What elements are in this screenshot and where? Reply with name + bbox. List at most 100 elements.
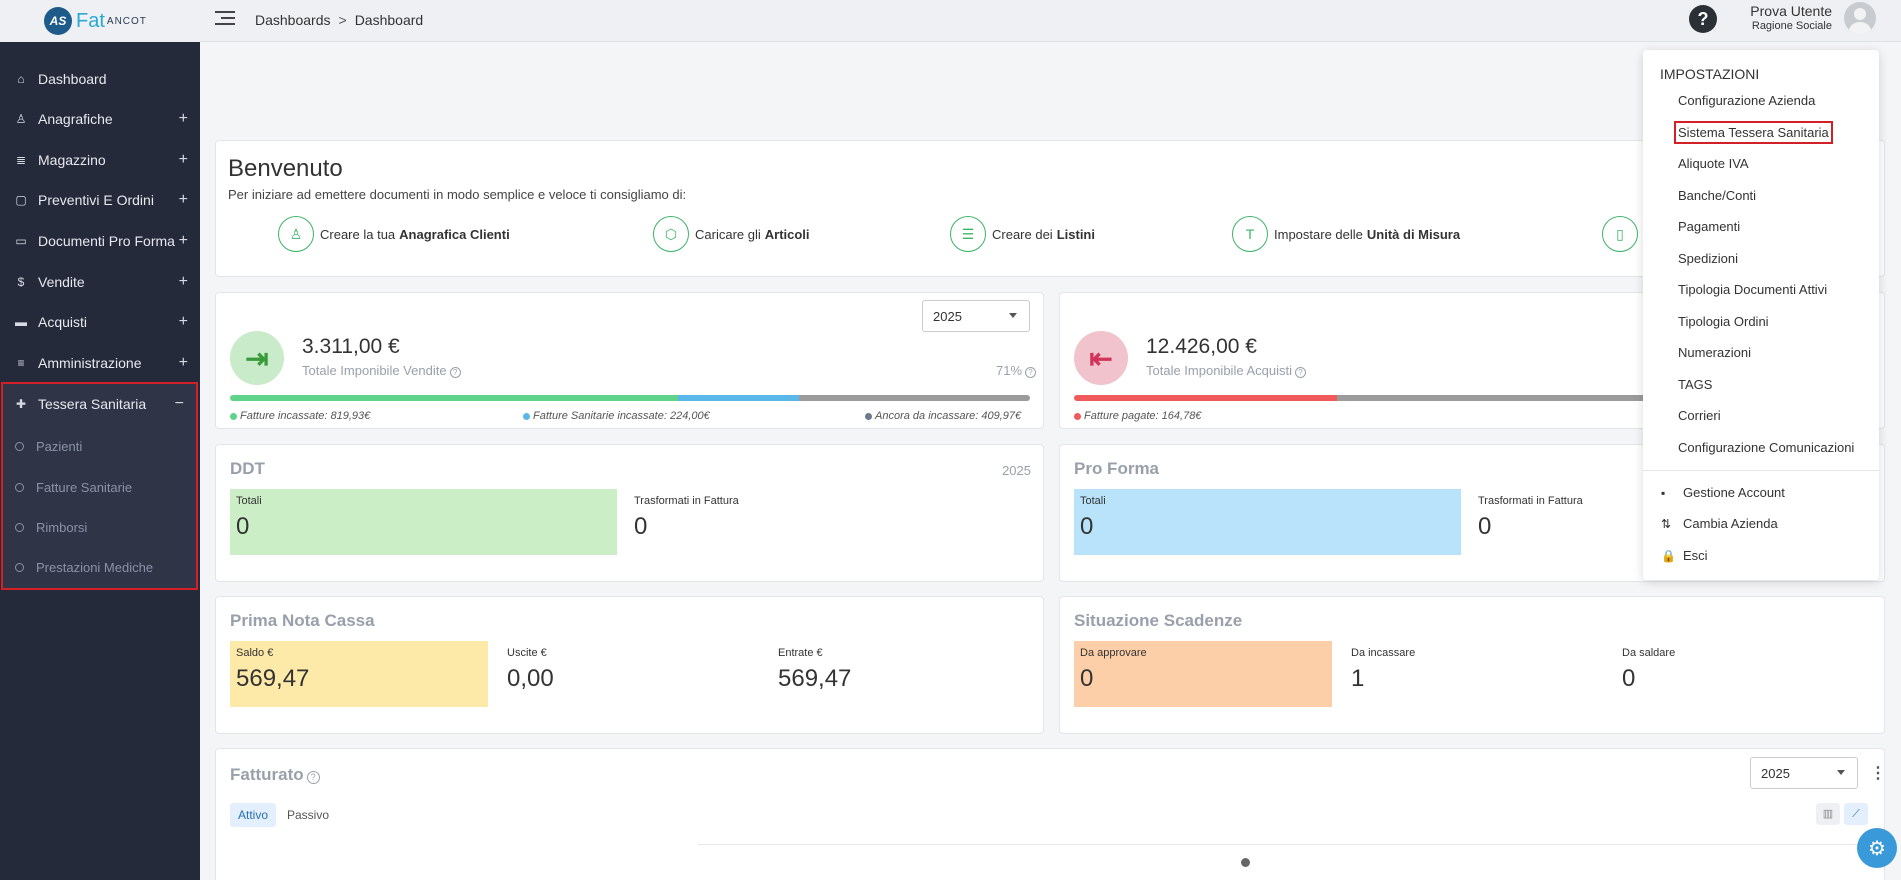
action-unita-misura[interactable]: T Impostare delle Unità di Misura — [1232, 216, 1460, 252]
box-value: 0,00 — [507, 665, 554, 692]
menu-item-configurazione-azienda[interactable]: Configurazione Azienda — [1678, 93, 1816, 108]
menu-item-tags[interactable]: TAGS — [1678, 377, 1713, 392]
welcome-title: Benvenuto — [228, 155, 343, 182]
menu-item-banche-conti[interactable]: Banche/Conti — [1678, 188, 1757, 203]
menu-item-corrieri[interactable]: Corrieri — [1678, 408, 1721, 423]
help-icon[interactable]: ? — [1294, 367, 1306, 378]
circle-icon — [15, 482, 24, 492]
tab-passivo[interactable]: Passivo — [287, 808, 330, 822]
menu-item-configurazione-comunicazioni[interactable]: Configurazione Comunicazioni — [1678, 440, 1855, 455]
sidebar-subitem-prestazioni-mediche[interactable]: Prestazioni Mediche — [3, 547, 196, 587]
box-icon: ⬡ — [653, 216, 689, 252]
box-value: 569,47 — [778, 665, 852, 692]
menu-item-tipologia-documenti-attivi[interactable]: Tipologia Documenti Attivi — [1678, 282, 1828, 297]
circle-icon — [15, 441, 24, 451]
fatturato-year-select[interactable]: 2025 — [1750, 757, 1858, 789]
user-company[interactable]: Ragione Sociale — [1751, 20, 1832, 32]
cassa-title: Prima Nota Cassa — [230, 611, 375, 630]
legend-text: Ancora da incassare: 409,97€ — [875, 410, 1022, 422]
sales-percent: 71%? — [996, 363, 1037, 378]
sidebar-subitem-label: Prestazioni Mediche — [36, 559, 154, 575]
collapse-icon[interactable]: − — [174, 395, 184, 412]
box-label: Saldo € — [236, 647, 274, 659]
box-label: Da incassare — [1351, 647, 1416, 659]
box-label: Uscite € — [507, 647, 547, 659]
sidebar-item-tessera-sanitaria[interactable]: ✚ Tessera Sanitaria − — [3, 384, 196, 424]
chevron-down-icon — [1837, 770, 1845, 775]
purchases-label: Totale Imponibile Acquisti? — [1146, 363, 1306, 378]
sidebar-item-label: Documenti Pro Forma — [38, 233, 175, 249]
logo[interactable]: AS Fat ANCOT — [0, 0, 200, 42]
help-icon[interactable]: ? — [449, 367, 461, 378]
sidebar-subitem-label: Pazienti — [36, 438, 83, 454]
breadcrumb-dashboards[interactable]: Dashboards — [255, 12, 331, 28]
menu-item-sistema-tessera-sanitaria[interactable]: Sistema Tessera Sanitaria — [1674, 121, 1833, 144]
purchases-progress-bar — [1074, 395, 1870, 401]
line-chart-icon[interactable]: ⟋ — [1844, 803, 1868, 825]
menu-item-gestione-account[interactable]: ▪ Gestione Account — [1661, 485, 1785, 500]
user-icon: ♙ — [278, 216, 314, 252]
menu-item-spedizioni[interactable]: Spedizioni — [1678, 251, 1738, 266]
sidebar-item-preventivi[interactable]: ▢ Preventivi E Ordini + — [0, 180, 200, 220]
sales-percent-text: 71% — [996, 363, 1023, 378]
progress-segment — [799, 395, 1030, 401]
clipboard-icon: ▢ — [15, 193, 27, 207]
bar-chart-icon[interactable]: ▥ — [1816, 803, 1840, 825]
progress-segment — [1074, 395, 1337, 401]
box-value: 0 — [634, 513, 648, 540]
fatturato-title: Fatturato? — [230, 765, 320, 785]
action-document[interactable]: ▯ — [1602, 216, 1644, 252]
gear-icon[interactable]: ⚙ — [1857, 828, 1897, 868]
avatar[interactable] — [1844, 2, 1876, 34]
expand-icon[interactable]: + — [178, 191, 188, 208]
welcome-subtitle: Per iniziare ad emettere documenti in mo… — [228, 187, 687, 202]
fatturato-title-text: Fatturato — [230, 765, 304, 784]
ddt-title: DDT — [230, 459, 265, 478]
expand-icon[interactable]: + — [178, 273, 188, 290]
expand-icon[interactable]: + — [178, 232, 188, 249]
year-select[interactable]: 2025 — [922, 300, 1030, 332]
action-anagrafica-clienti[interactable]: ♙ Creare la tua Anagrafica Clienti — [278, 216, 510, 252]
action-bold: Listini — [1056, 226, 1095, 242]
sales-card: 2025 ⇥ 3.311,00 € Totale Imponibile Vend… — [215, 292, 1044, 429]
menu-toggle-icon[interactable] — [215, 11, 235, 29]
legend-dot — [230, 412, 237, 420]
help-icon[interactable]: ? — [1689, 5, 1717, 33]
scadenze-card: Situazione Scadenze Da approvare 0 Da in… — [1059, 596, 1885, 734]
document-icon: ▭ — [15, 234, 27, 248]
expand-icon[interactable]: + — [178, 151, 188, 168]
menu-item-pagamenti[interactable]: Pagamenti — [1678, 219, 1741, 234]
sidebar-item-acquisti[interactable]: ▬ Acquisti + — [0, 302, 200, 342]
year-select-value: 2025 — [933, 309, 962, 324]
menu-item-numerazioni[interactable]: Numerazioni — [1678, 345, 1751, 360]
action-bold: Articoli — [764, 226, 810, 242]
sidebar-item-magazzino[interactable]: ≣ Magazzino + — [0, 140, 200, 180]
action-listini[interactable]: ☰ Creare dei Listini — [950, 216, 1095, 252]
action-prefix: Creare dei — [992, 226, 1053, 242]
help-icon[interactable]: ? — [306, 771, 320, 784]
sidebar-subitem-fatture-sanitarie[interactable]: Fatture Sanitarie — [3, 467, 196, 507]
sidebar-subitem-pazienti[interactable]: Pazienti — [3, 426, 196, 466]
more-vertical-icon[interactable]: ⋮ — [1870, 765, 1886, 782]
help-icon[interactable]: ? — [1025, 367, 1037, 378]
menu-item-cambia-azienda[interactable]: ⇅ Cambia Azienda — [1661, 516, 1778, 531]
sidebar-item-anagrafiche[interactable]: ♙ Anagrafiche + — [0, 99, 200, 139]
action-articoli[interactable]: ⬡ Caricare gli Articoli — [653, 216, 810, 252]
menu-item-aliquote-iva[interactable]: Aliquote IVA — [1678, 156, 1749, 171]
menu-item-tipologia-ordini[interactable]: Tipologia Ordini — [1678, 314, 1769, 329]
expand-icon[interactable]: + — [178, 110, 188, 127]
sidebar-item-dashboard[interactable]: ⌂ Dashboard — [0, 59, 200, 99]
user-icon: ♙ — [15, 112, 27, 126]
tab-attivo[interactable]: Attivo — [230, 803, 277, 827]
progress-segment — [678, 395, 800, 401]
sidebar-subitem-rimborsi[interactable]: Rimborsi — [3, 507, 196, 547]
expand-icon[interactable]: + — [178, 313, 188, 330]
legend-dot — [865, 412, 872, 420]
sidebar-item-amministrazione[interactable]: ≡ Amministrazione + — [0, 343, 200, 383]
menu-item-esci[interactable]: 🔒 Esci — [1661, 548, 1708, 563]
user-name[interactable]: Prova Utente — [1750, 3, 1832, 19]
sidebar-item-vendite[interactable]: $ Vendite + — [0, 262, 200, 302]
list-icon: ☰ — [950, 216, 986, 252]
expand-icon[interactable]: + — [178, 354, 188, 371]
sidebar-item-proforma[interactable]: ▭ Documenti Pro Forma + — [0, 221, 200, 261]
